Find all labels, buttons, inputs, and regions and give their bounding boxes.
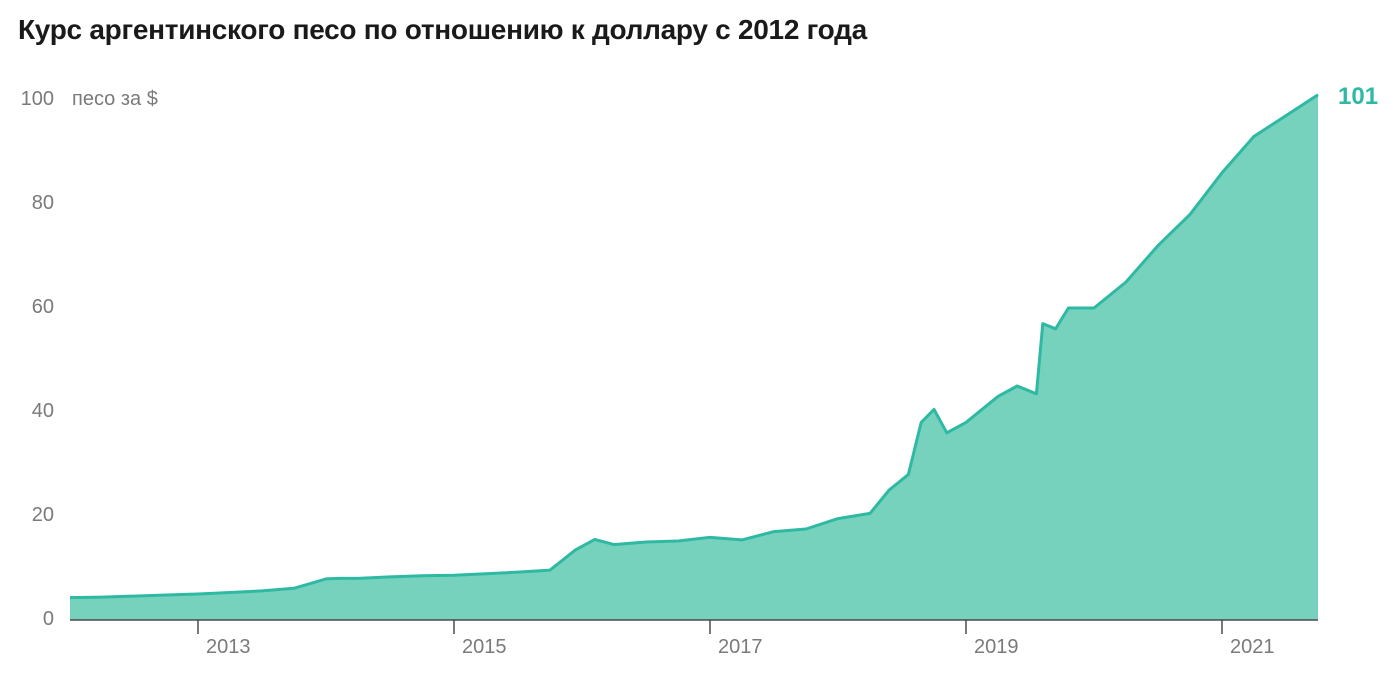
y-tick-label: 20 (32, 504, 54, 527)
chart-container: Курс аргентинского песо по отношению к д… (0, 0, 1400, 692)
y-axis-unit-label: песо за $ (72, 88, 158, 111)
x-tick-label: 2015 (462, 636, 507, 659)
series-end-label: 101 (1338, 83, 1378, 111)
x-tick-label: 2021 (1230, 636, 1275, 659)
x-tick-label: 2017 (718, 636, 763, 659)
chart-svg (0, 0, 1400, 692)
y-tick-label: 100 (21, 88, 54, 111)
x-tick-label: 2013 (206, 636, 251, 659)
y-tick-label: 60 (32, 296, 54, 319)
y-tick-label: 0 (43, 608, 54, 631)
area-fill (70, 95, 1318, 620)
x-tick-label: 2019 (974, 636, 1019, 659)
y-tick-label: 80 (32, 192, 54, 215)
y-tick-label: 40 (32, 400, 54, 423)
